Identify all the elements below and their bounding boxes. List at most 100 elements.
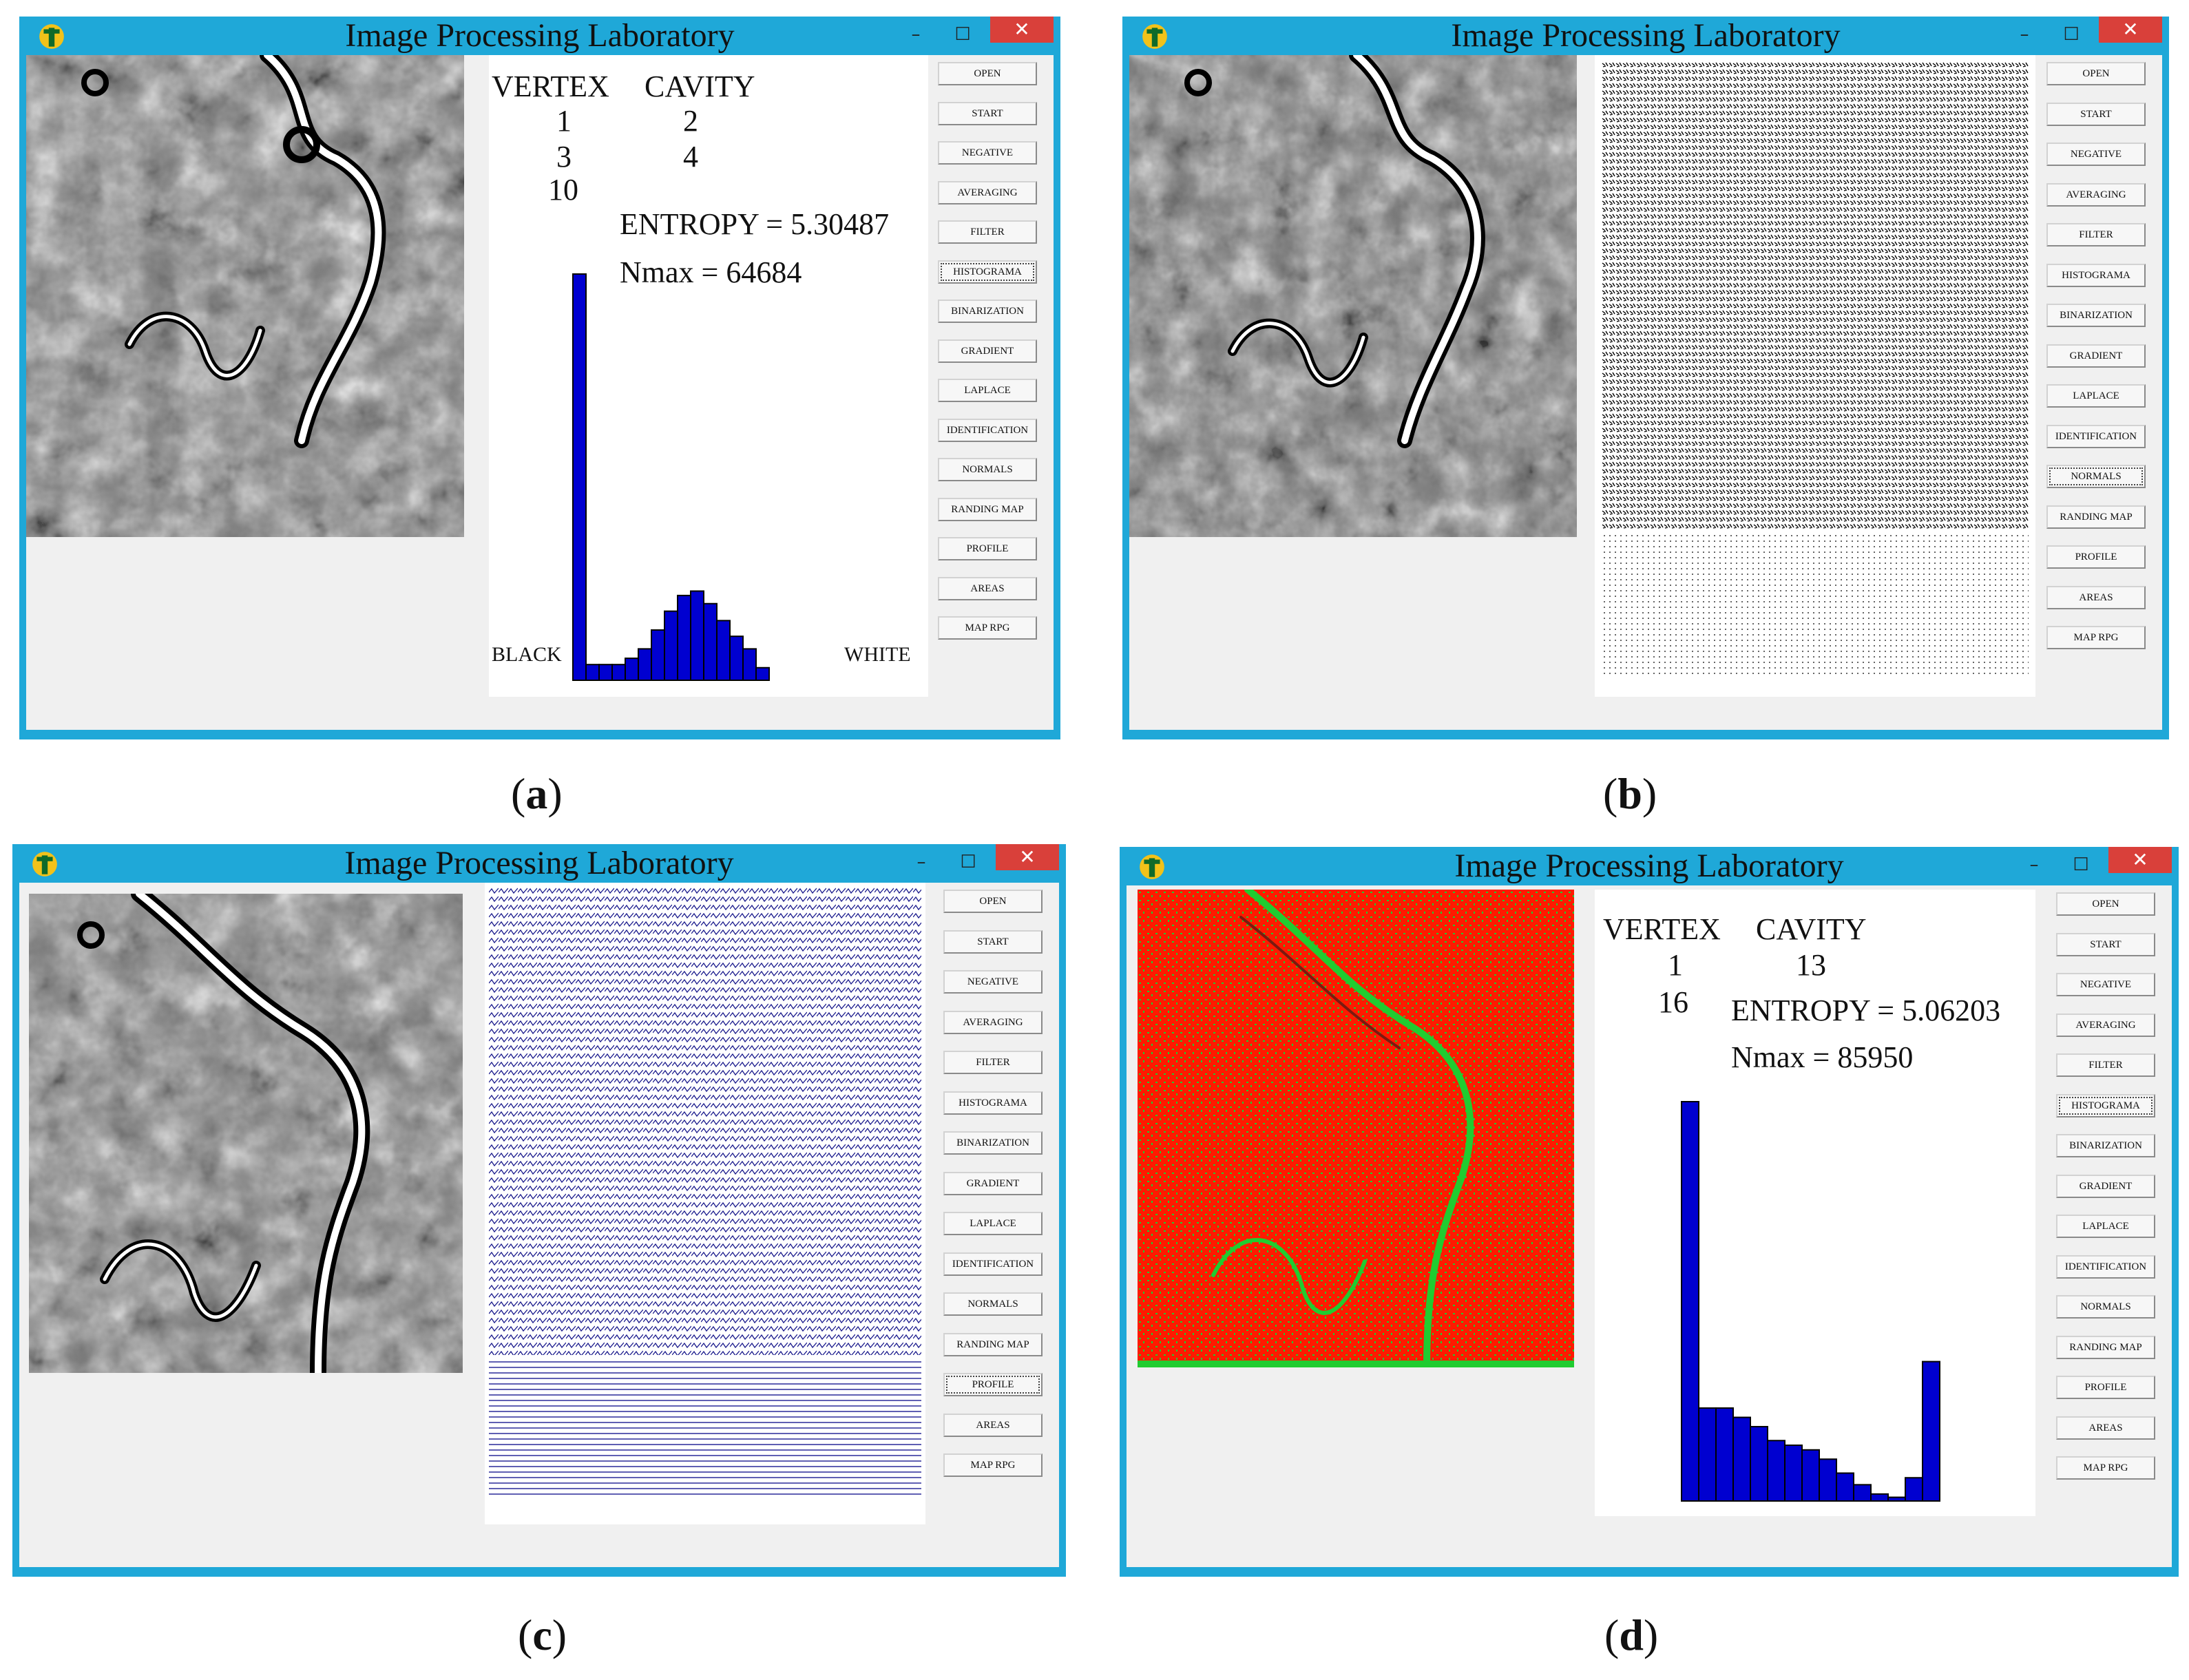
window-title: Image Processing Laboratory xyxy=(345,17,735,54)
nmax-readout: Nmax = 85950 xyxy=(1731,1040,1914,1074)
laplace-button[interactable]: LAPLACE xyxy=(938,379,1037,402)
profile-button[interactable]: PROFILE xyxy=(938,537,1037,560)
binarization-button[interactable]: BINARIZATION xyxy=(938,300,1037,323)
negative-button[interactable]: NEGATIVE xyxy=(2056,973,2155,996)
histogram-bar xyxy=(742,648,757,682)
app-logo-icon xyxy=(1140,854,1164,879)
profile-button[interactable]: PROFILE xyxy=(943,1373,1043,1396)
normals-grid xyxy=(1602,533,2029,678)
gradient-button[interactable]: GRADIENT xyxy=(938,339,1037,363)
laplace-button[interactable]: LAPLACE xyxy=(2056,1215,2155,1238)
start-button[interactable]: START xyxy=(943,930,1043,954)
identification-button[interactable]: IDENTIFICATION xyxy=(938,418,1037,442)
titlebar[interactable]: Image Processing Laboratory – ☐ ✕ xyxy=(1120,847,2179,885)
histogram-bar xyxy=(572,273,587,681)
close-icon[interactable]: ✕ xyxy=(996,844,1059,870)
map-rpg-button[interactable]: MAP RPG xyxy=(2046,626,2146,649)
minimize-icon[interactable]: – xyxy=(2029,854,2039,875)
identification-button[interactable]: IDENTIFICATION xyxy=(2056,1254,2155,1279)
filter-button[interactable]: FILTER xyxy=(2046,223,2146,246)
profile-field xyxy=(489,887,921,1355)
close-icon[interactable]: ✕ xyxy=(2108,847,2172,873)
areas-button[interactable]: AREAS xyxy=(2046,585,2146,609)
map-rpg-button[interactable]: MAP RPG xyxy=(938,616,1037,640)
close-icon[interactable]: ✕ xyxy=(990,17,1054,43)
histogram-bar xyxy=(598,664,613,682)
filter-button[interactable]: FILTER xyxy=(2056,1053,2155,1077)
histogram-chart xyxy=(572,273,770,682)
normals-button[interactable]: NORMALS xyxy=(943,1292,1043,1316)
filter-button[interactable]: FILTER xyxy=(938,220,1037,244)
randing-map-button[interactable]: RANDING MAP xyxy=(2046,505,2146,529)
identification-button[interactable]: IDENTIFICATION xyxy=(943,1252,1043,1276)
open-button[interactable]: OPEN xyxy=(2056,892,2155,916)
areas-button[interactable]: AREAS xyxy=(2056,1416,2155,1440)
histogram-bar xyxy=(1715,1407,1734,1502)
binarization-button[interactable]: BINARIZATION xyxy=(2056,1134,2155,1157)
minimize-icon[interactable]: – xyxy=(2020,24,2029,45)
open-button[interactable]: OPEN xyxy=(943,890,1043,913)
negative-button[interactable]: NEGATIVE xyxy=(2046,143,2146,166)
titlebar[interactable]: Image Processing Laboratory – ☐ ✕ xyxy=(12,844,1066,883)
minimize-icon[interactable]: – xyxy=(917,852,926,872)
averaging-button[interactable]: AVERAGING xyxy=(2046,182,2146,207)
overlay-image xyxy=(1138,890,1574,1367)
maximize-icon[interactable]: ☐ xyxy=(960,852,976,872)
maximize-icon[interactable]: ☐ xyxy=(2063,24,2080,45)
histogram-bar xyxy=(1698,1407,1717,1502)
gradient-button[interactable]: GRADIENT xyxy=(2056,1174,2155,1198)
filter-button[interactable]: FILTER xyxy=(943,1051,1043,1074)
titlebar[interactable]: Image Processing Laboratory – ☐ ✕ xyxy=(19,17,1060,55)
normals-button[interactable]: NORMALS xyxy=(2046,465,2146,488)
map-rpg-button[interactable]: MAP RPG xyxy=(943,1453,1043,1477)
histogram-bar xyxy=(1887,1496,1906,1502)
close-icon[interactable]: ✕ xyxy=(2099,17,2162,43)
results-panel: VERTEX CAVITY 1 16 13 ENTROPY = 5.06203 … xyxy=(1595,890,2035,1516)
start-button[interactable]: START xyxy=(2056,932,2155,956)
binarization-button[interactable]: BINARIZATION xyxy=(2046,304,2146,327)
open-button[interactable]: OPEN xyxy=(938,62,1037,85)
app-logo-icon xyxy=(39,24,64,49)
start-button[interactable]: START xyxy=(938,101,1037,125)
histograma-button[interactable]: HISTOGRAMA xyxy=(2056,1093,2155,1117)
minimize-icon[interactable]: – xyxy=(911,24,921,45)
laplace-button[interactable]: LAPLACE xyxy=(2046,384,2146,408)
negative-button[interactable]: NEGATIVE xyxy=(943,970,1043,994)
gradient-button[interactable]: GRADIENT xyxy=(2046,344,2146,368)
caption-c: (c) xyxy=(518,1610,567,1659)
areas-button[interactable]: AREAS xyxy=(943,1413,1043,1437)
histograma-button[interactable]: HISTOGRAMA xyxy=(938,260,1037,284)
randing-map-button[interactable]: RANDING MAP xyxy=(938,497,1037,521)
randing-map-button[interactable]: RANDING MAP xyxy=(2056,1335,2155,1359)
randing-map-button[interactable]: RANDING MAP xyxy=(943,1332,1043,1356)
profile-button[interactable]: PROFILE xyxy=(2056,1376,2155,1399)
identification-button[interactable]: IDENTIFICATION xyxy=(2046,424,2146,448)
maximize-icon[interactable]: ☐ xyxy=(2073,854,2089,875)
normals-button[interactable]: NORMALS xyxy=(2056,1295,2155,1319)
profile-button[interactable]: PROFILE xyxy=(2046,545,2146,569)
averaging-button[interactable]: AVERAGING xyxy=(943,1010,1043,1034)
client-area: OPEN START NEGATIVE AVERAGING FILTER HISTOGRA… xyxy=(1129,55,2162,730)
cavity-value: 4 xyxy=(683,140,698,174)
titlebar[interactable]: Image Processing Laboratory – ☐ ✕ xyxy=(1122,17,2169,55)
laplace-button[interactable]: LAPLACE xyxy=(943,1212,1043,1235)
histograma-button[interactable]: HISTOGRAMA xyxy=(2046,263,2146,287)
window-title: Image Processing Laboratory xyxy=(344,845,734,881)
gradient-button[interactable]: GRADIENT xyxy=(943,1171,1043,1195)
map-rpg-button[interactable]: MAP RPG xyxy=(2056,1456,2155,1480)
negative-button[interactable]: NEGATIVE xyxy=(938,141,1037,165)
relief-image xyxy=(29,894,463,1373)
open-button[interactable]: OPEN xyxy=(2046,62,2146,85)
binarization-button[interactable]: BINARIZATION xyxy=(943,1131,1043,1155)
start-button[interactable]: START xyxy=(2046,102,2146,126)
averaging-button[interactable]: AVERAGING xyxy=(2056,1013,2155,1037)
vertex-value: 1 xyxy=(556,104,572,138)
maximize-icon[interactable]: ☐ xyxy=(954,24,971,45)
histogram-bar xyxy=(703,602,718,681)
normals-button[interactable]: NORMALS xyxy=(938,458,1037,481)
averaging-button[interactable]: AVERAGING xyxy=(938,180,1037,204)
histograma-button[interactable]: HISTOGRAMA xyxy=(943,1091,1043,1115)
areas-button[interactable]: AREAS xyxy=(938,576,1037,600)
window-d: Image Processing Laboratory – ☐ ✕ VERTEX… xyxy=(1120,847,2179,1577)
normals-field xyxy=(1602,62,2029,530)
